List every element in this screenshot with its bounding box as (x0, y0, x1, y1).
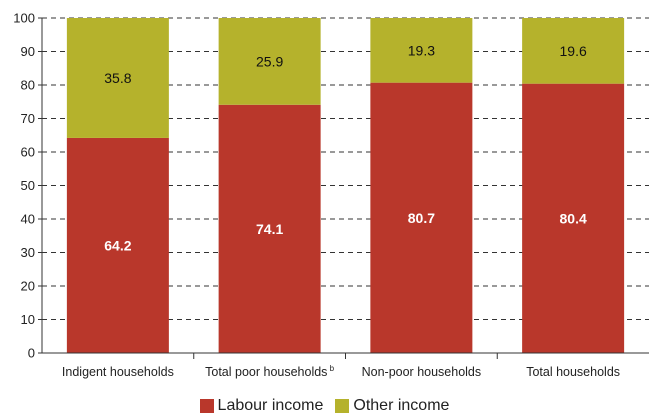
legend: Labour income Other income (0, 396, 649, 416)
bar-other-income (218, 18, 321, 105)
bar-other-income (370, 18, 473, 83)
x-tick-label: Total poor households b (205, 364, 335, 379)
data-label: 64.2 (104, 237, 131, 253)
axes: 0 10 20 30 40 50 60 70 80 90 100 Indigent household… (13, 11, 649, 379)
data-label: 35.8 (104, 70, 131, 86)
data-label: 19.3 (408, 42, 435, 58)
y-tick-label: 100 (13, 11, 35, 26)
superscript: b (327, 364, 334, 373)
bar-labour-income (522, 83, 625, 353)
y-tick-label: 90 (21, 44, 35, 59)
data-label: 80.4 (560, 210, 587, 226)
legend-item: Labour income (199, 397, 324, 415)
data-label: 25.9 (256, 53, 283, 69)
legend-label: Labour income (217, 397, 324, 414)
y-tick-label: 20 (21, 279, 35, 294)
bar-labour-income (370, 82, 473, 353)
bar-other-income (522, 18, 625, 84)
legend-swatch (199, 399, 214, 413)
y-tick-label: 40 (21, 212, 35, 227)
legend-label: Other income (353, 397, 450, 414)
bar-labour-income (218, 104, 321, 353)
bar-labour-income (66, 137, 169, 353)
legend-swatch (335, 399, 350, 413)
data-label: 80.7 (408, 210, 435, 226)
x-tick-label: Non-poor households (362, 365, 482, 379)
legend-item: Other income (335, 397, 449, 415)
y-tick-label: 0 (28, 346, 35, 361)
y-tick-label: 80 (21, 78, 35, 93)
y-tick-label: 60 (21, 145, 35, 160)
bar-other-income (66, 18, 169, 138)
y-tick-label: 70 (21, 111, 35, 126)
x-tick-label: Total households (526, 365, 620, 379)
data-label: 74.1 (256, 221, 283, 237)
data-label: 19.6 (560, 43, 587, 59)
x-tick-label: Indigent households (62, 365, 174, 379)
stacked-bar-chart: 64.2 35.8 74.1 25.9 80.7 19.3 80.4 19.6 0 10 20 30… (13, 11, 649, 379)
y-tick-label: 30 (21, 245, 35, 260)
bars: 64.2 35.8 74.1 25.9 80.7 19.3 80.4 19.6 (66, 18, 625, 353)
y-tick-label: 50 (21, 178, 35, 193)
y-tick-label: 10 (21, 312, 35, 327)
